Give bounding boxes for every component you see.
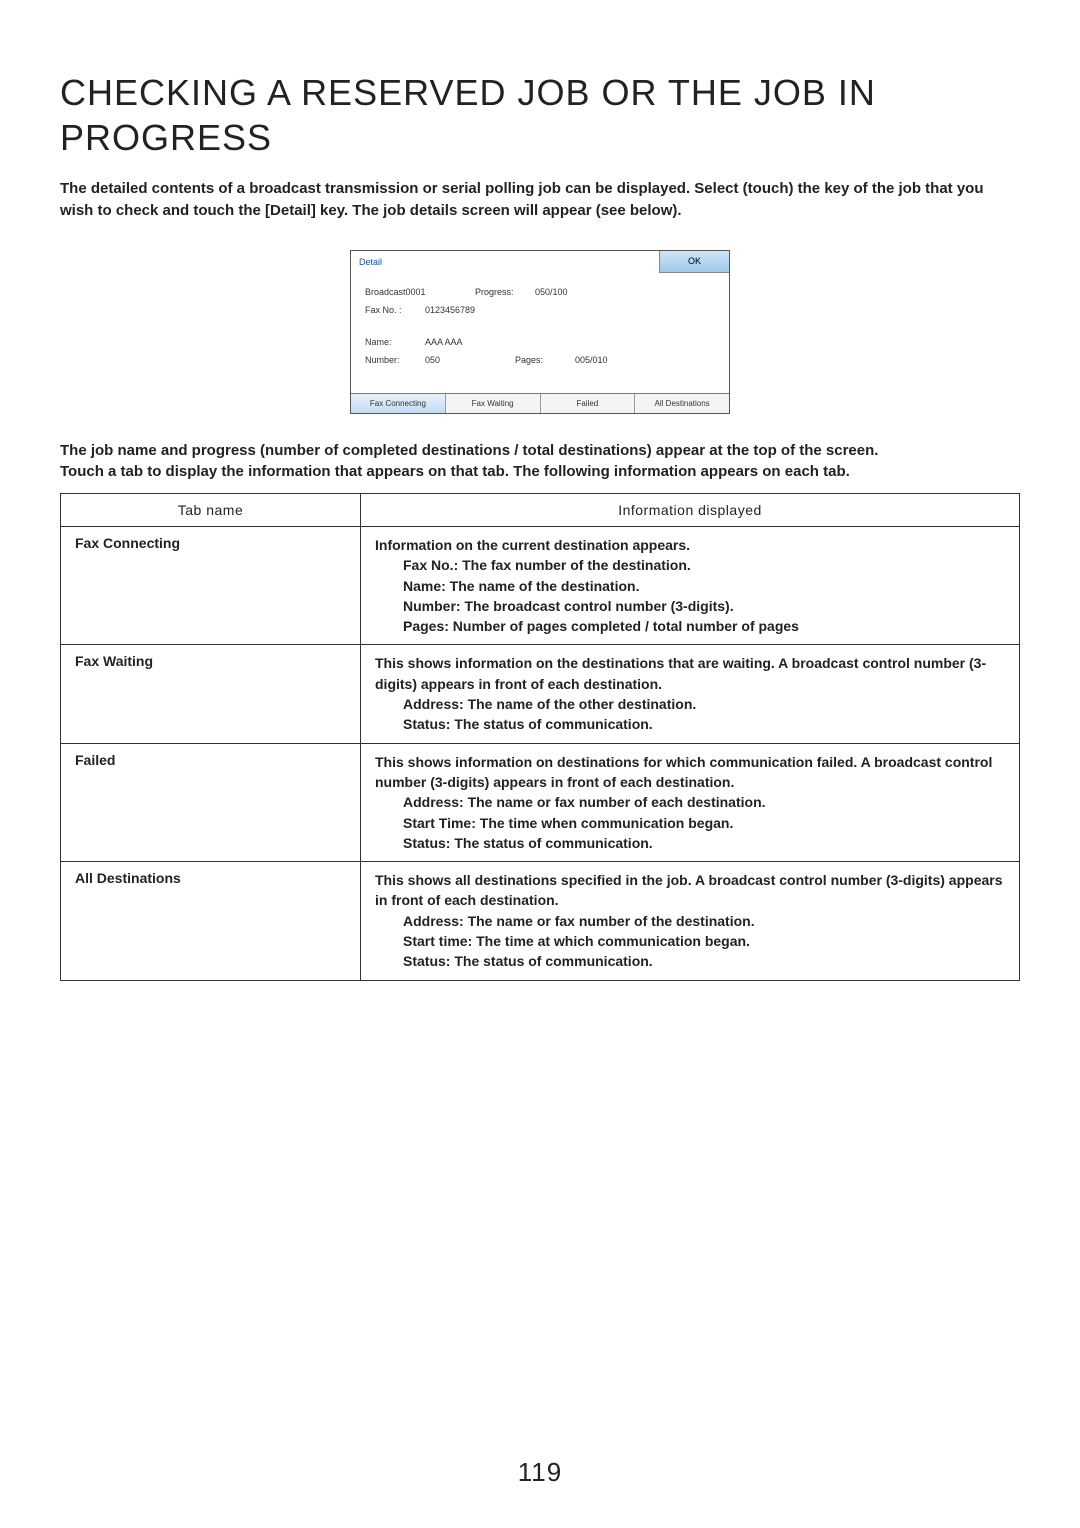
tab-fax-connecting[interactable]: Fax Connecting xyxy=(351,394,446,413)
mid-line1: The job name and progress (number of com… xyxy=(60,442,878,459)
faxno-value: 0123456789 xyxy=(425,305,505,315)
info-sub: Pages: Number of pages completed / total… xyxy=(375,616,1005,636)
panel-body: Broadcast0001 Progress: 050/100 Fax No. … xyxy=(351,273,729,393)
cell-info: Information on the current destination a… xyxy=(361,527,1020,645)
detail-panel-wrap: Detail OK Broadcast0001 Progress: 050/10… xyxy=(60,250,1020,414)
table-row: Fax Connecting Information on the curren… xyxy=(61,527,1020,645)
info-sub: Status: The status of communication. xyxy=(375,833,1005,853)
panel-row-faxno: Fax No. : 0123456789 xyxy=(365,305,715,315)
faxno-label: Fax No. : xyxy=(365,305,425,315)
col-info-displayed: Information displayed xyxy=(361,494,1020,527)
progress-label: Progress: xyxy=(475,287,535,297)
panel-title: Detail xyxy=(351,251,659,273)
tab-failed[interactable]: Failed xyxy=(541,394,636,413)
tab-fax-waiting[interactable]: Fax Waiting xyxy=(446,394,541,413)
intro-paragraph: The detailed contents of a broadcast tra… xyxy=(60,178,1020,222)
info-table: Tab name Information displayed Fax Conne… xyxy=(60,493,1020,981)
detail-panel: Detail OK Broadcast0001 Progress: 050/10… xyxy=(350,250,730,414)
panel-row-jobname: Broadcast0001 Progress: 050/100 xyxy=(365,287,715,297)
info-sub: Start Time: The time when communication … xyxy=(375,813,1005,833)
cell-info: This shows all destinations specified in… xyxy=(361,862,1020,980)
table-row: Failed This shows information on destina… xyxy=(61,743,1020,861)
panel-row-name: Name: AAA AAA xyxy=(365,337,715,347)
cell-tab-name: All Destinations xyxy=(61,862,361,980)
panel-tabs: Fax Connecting Fax Waiting Failed All De… xyxy=(351,393,729,413)
info-sub: Address: The name or fax number of the d… xyxy=(375,911,1005,931)
info-sub: Status: The status of communication. xyxy=(375,714,1005,734)
info-sub: Address: The name or fax number of each … xyxy=(375,792,1005,812)
cell-tab-name: Fax Waiting xyxy=(61,645,361,743)
table-header-row: Tab name Information displayed xyxy=(61,494,1020,527)
info-lead: This shows information on the destinatio… xyxy=(375,653,1005,694)
info-sub: Fax No.: The fax number of the destinati… xyxy=(375,555,1005,575)
info-lead: This shows information on destinations f… xyxy=(375,752,1005,793)
tab-all-destinations[interactable]: All Destinations xyxy=(635,394,729,413)
number-label: Number: xyxy=(365,355,425,365)
cell-info: This shows information on destinations f… xyxy=(361,743,1020,861)
info-sub: Name: The name of the destination. xyxy=(375,576,1005,596)
panel-header: Detail OK xyxy=(351,251,729,273)
number-value: 050 xyxy=(425,355,515,365)
name-label: Name: xyxy=(365,337,425,347)
job-name: Broadcast0001 xyxy=(365,287,475,297)
ok-button[interactable]: OK xyxy=(659,251,729,273)
page-title: CHECKING A RESERVED JOB OR THE JOB IN PR… xyxy=(60,70,1020,160)
col-tab-name: Tab name xyxy=(61,494,361,527)
table-row: All Destinations This shows all destinat… xyxy=(61,862,1020,980)
info-lead: This shows all destinations specified in… xyxy=(375,870,1005,911)
pages-value: 005/010 xyxy=(575,355,635,365)
info-lead: Information on the current destination a… xyxy=(375,535,1005,555)
name-value: AAA AAA xyxy=(425,337,505,347)
info-sub: Start time: The time at which communicat… xyxy=(375,931,1005,951)
info-sub: Address: The name of the other destinati… xyxy=(375,694,1005,714)
info-sub: Number: The broadcast control number (3-… xyxy=(375,596,1005,616)
mid-line2: Touch a tab to display the information t… xyxy=(60,463,850,480)
table-row: Fax Waiting This shows information on th… xyxy=(61,645,1020,743)
info-sub: Status: The status of communication. xyxy=(375,951,1005,971)
pages-label: Pages: xyxy=(515,355,575,365)
progress-value: 050/100 xyxy=(535,287,595,297)
cell-info: This shows information on the destinatio… xyxy=(361,645,1020,743)
panel-row-number: Number: 050 Pages: 005/010 xyxy=(365,355,715,365)
cell-tab-name: Fax Connecting xyxy=(61,527,361,645)
mid-paragraph: The job name and progress (number of com… xyxy=(60,440,1020,484)
page-number: 119 xyxy=(0,1457,1080,1488)
cell-tab-name: Failed xyxy=(61,743,361,861)
